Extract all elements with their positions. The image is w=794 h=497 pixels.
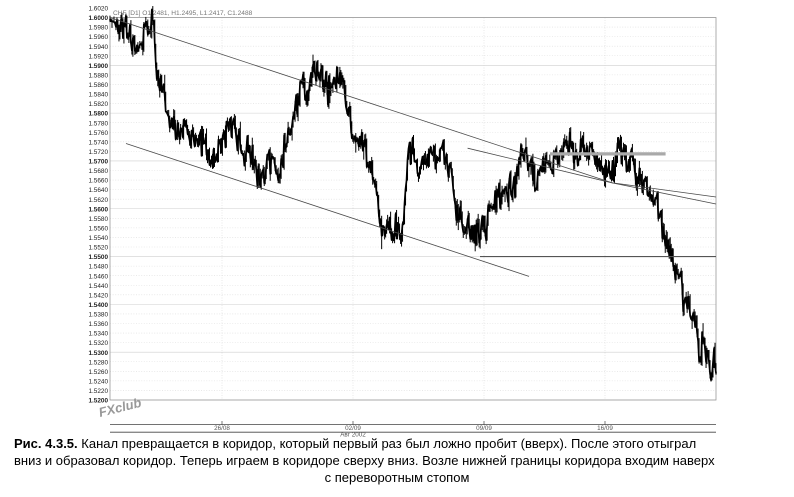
svg-text:1.5460: 1.5460 (88, 273, 108, 280)
svg-text:1.5340: 1.5340 (88, 331, 108, 338)
svg-text:1.6020: 1.6020 (88, 6, 108, 13)
svg-text:09/09: 09/09 (476, 425, 492, 432)
svg-text:1.5560: 1.5560 (88, 225, 108, 232)
svg-text:1.5280: 1.5280 (88, 359, 108, 366)
svg-text:1.5360: 1.5360 (88, 321, 108, 328)
svg-text:1.5920: 1.5920 (88, 53, 108, 60)
svg-text:1.5320: 1.5320 (88, 340, 108, 347)
svg-text:26/08: 26/08 (214, 425, 230, 432)
svg-text:1.5600: 1.5600 (88, 206, 108, 213)
svg-text:1.5580: 1.5580 (88, 216, 108, 223)
svg-text:16/09: 16/09 (597, 425, 613, 432)
svg-text:1.5240: 1.5240 (88, 378, 108, 385)
svg-text:1.5440: 1.5440 (88, 283, 108, 290)
svg-text:1.6000: 1.6000 (88, 15, 108, 22)
svg-text:1.5840: 1.5840 (88, 92, 108, 99)
svg-text:1.5860: 1.5860 (88, 82, 108, 89)
svg-text:1.5620: 1.5620 (88, 197, 108, 204)
svg-text:1.5780: 1.5780 (88, 120, 108, 127)
svg-text:1.5640: 1.5640 (88, 187, 108, 194)
svg-text:1.5820: 1.5820 (88, 101, 108, 108)
svg-text:1.5900: 1.5900 (88, 63, 108, 70)
svg-text:1.5380: 1.5380 (88, 312, 108, 319)
svg-text:CHF [D1] O1.2481, H1.2495, L1.: CHF [D1] O1.2481, H1.2495, L1.2417, C1.2… (113, 10, 253, 17)
svg-text:1.5680: 1.5680 (88, 168, 108, 175)
svg-text:1.5420: 1.5420 (88, 292, 108, 299)
svg-text:1.5760: 1.5760 (88, 130, 108, 137)
svg-text:1.5800: 1.5800 (88, 111, 108, 118)
svg-text:1.5400: 1.5400 (88, 302, 108, 309)
svg-text:1.5500: 1.5500 (88, 254, 108, 261)
svg-text:1.5700: 1.5700 (88, 159, 108, 166)
svg-text:1.5260: 1.5260 (88, 369, 108, 376)
svg-text:1.5740: 1.5740 (88, 139, 108, 146)
svg-text:1.5720: 1.5720 (88, 149, 108, 156)
svg-text:1.5480: 1.5480 (88, 264, 108, 271)
svg-text:1.5940: 1.5940 (88, 44, 108, 51)
svg-text:1.5540: 1.5540 (88, 235, 108, 242)
svg-text:1.5980: 1.5980 (88, 25, 108, 32)
svg-text:1.5220: 1.5220 (88, 388, 108, 395)
svg-text:1.5880: 1.5880 (88, 72, 108, 79)
svg-text:1.5300: 1.5300 (88, 350, 108, 357)
svg-text:1.5660: 1.5660 (88, 178, 108, 185)
svg-text:1.5520: 1.5520 (88, 245, 108, 252)
svg-text:1.5960: 1.5960 (88, 34, 108, 41)
